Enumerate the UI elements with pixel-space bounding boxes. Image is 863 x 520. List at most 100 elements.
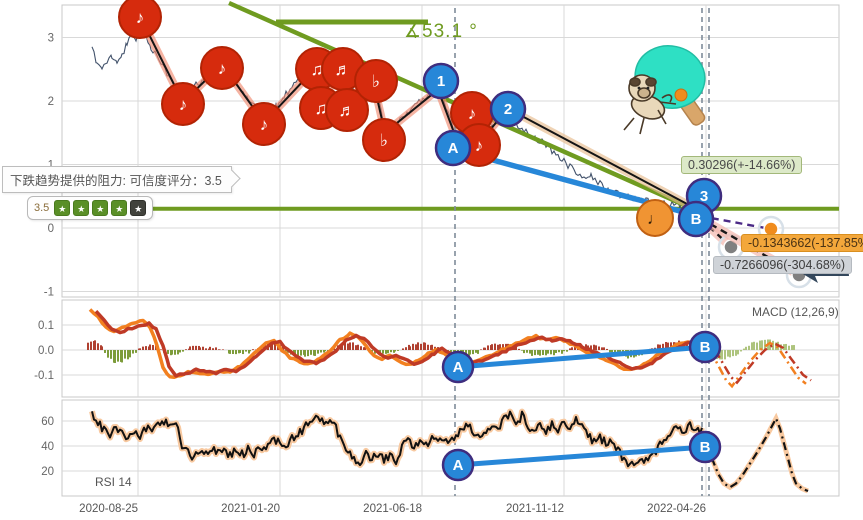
resistance-price-label[interactable]: 0.30296(+-14.66%) xyxy=(681,156,803,174)
macd-histogram-bar xyxy=(542,350,544,355)
macd-histogram-bar xyxy=(571,347,573,350)
macd-histogram-bar xyxy=(412,343,414,350)
point-badge-2[interactable]: 2 xyxy=(489,90,527,128)
macd-histogram-bar xyxy=(529,350,531,354)
ab-trendline-macd[interactable] xyxy=(455,344,708,370)
target-price-label-2[interactable]: -0.7266096(-304.68%) xyxy=(713,256,853,274)
macd-forecast-bar xyxy=(772,340,774,350)
macd-histogram-bar xyxy=(347,343,349,350)
macd-histogram-bar xyxy=(129,350,131,358)
rsi-line xyxy=(91,410,703,468)
macd-histogram-bar xyxy=(117,350,119,362)
macd-histogram-bar xyxy=(149,344,151,350)
macd-histogram-bar xyxy=(307,350,309,357)
macd-histogram-bar xyxy=(182,350,184,352)
macd-forecast-bar xyxy=(727,350,729,357)
note-icon: ♪ xyxy=(475,136,484,155)
wave-note-marker[interactable]: ♭ xyxy=(354,59,398,103)
confidence-rating-badge[interactable]: 3.5 xyxy=(27,196,154,220)
macd-histogram-bar xyxy=(569,348,571,350)
macd-forecast-bar xyxy=(756,342,758,350)
macd-histogram-bar xyxy=(205,348,207,350)
macd-histogram-bar xyxy=(595,345,597,350)
macd-histogram-bar xyxy=(609,350,611,353)
target-price-label-1[interactable]: -0.1343662(-137.85%) xyxy=(741,234,863,252)
note-icon: ♫ xyxy=(315,99,328,118)
badge-label: B xyxy=(700,439,711,456)
macd-histogram-bar xyxy=(475,350,477,353)
macd-histogram-bar xyxy=(242,350,244,355)
confidence-star-icon xyxy=(54,200,71,216)
macd-histogram-bar xyxy=(364,347,366,350)
macd-histogram-bar xyxy=(601,347,603,350)
rsi-y-tick: 20 xyxy=(41,466,54,478)
point-badge-B[interactable]: B xyxy=(677,200,715,238)
wave-note-marker[interactable]: ♪ xyxy=(242,102,286,146)
macd-histogram-bar xyxy=(195,345,197,350)
macd-histogram-bar xyxy=(97,343,99,350)
note-icon: ♪ xyxy=(179,95,188,114)
macd-histogram-bar xyxy=(357,344,359,350)
wave-note-marker[interactable]: ♪ xyxy=(200,46,244,90)
macd-histogram-bar xyxy=(537,350,539,355)
macd-histogram-bar xyxy=(409,346,411,350)
main-y-tick: -1 xyxy=(44,287,54,299)
wave-note-marker[interactable]: ♬ xyxy=(325,88,369,132)
macd-histogram-bar xyxy=(534,350,536,356)
wave-note-marker[interactable]: ♪ xyxy=(118,0,162,39)
macd-histogram-bar xyxy=(523,350,525,354)
x-axis-date-tick: 2021-01-20 xyxy=(221,503,280,515)
macd-histogram-bar xyxy=(222,349,224,350)
macd-histogram-bar xyxy=(385,350,387,354)
macd-histogram-bar xyxy=(352,342,354,350)
macd-histogram-bar xyxy=(487,345,489,350)
macd-histogram-bar xyxy=(450,350,452,354)
wave-note-marker[interactable]: ♬ xyxy=(321,47,365,91)
macd-params-label: MACD (12,26,9) xyxy=(752,305,839,319)
point-badge-A[interactable]: A xyxy=(441,448,475,482)
macd-histogram-bar xyxy=(248,350,250,354)
point-badge-A[interactable]: A xyxy=(441,350,475,384)
point-badge-B[interactable]: B xyxy=(688,330,722,364)
confidence-star-icon xyxy=(111,200,128,216)
badge-label: 1 xyxy=(437,73,445,90)
macd-histogram-bar xyxy=(606,348,608,350)
macd-histogram-bar xyxy=(249,350,251,352)
macd-histogram-bar xyxy=(310,350,312,355)
ab-trendline-rsi[interactable] xyxy=(455,444,708,468)
macd-histogram-bar xyxy=(603,347,605,350)
macd-histogram-bar xyxy=(665,341,667,350)
macd-histogram-bar xyxy=(160,349,162,350)
macd-forecast-bar xyxy=(721,350,723,360)
macd-histogram-bar xyxy=(110,350,112,359)
macd-histogram-bar xyxy=(539,350,541,356)
wave-note-marker[interactable]: ♭ xyxy=(362,118,406,162)
wave-note-marker[interactable]: ♪ xyxy=(161,82,205,126)
point-badge-B[interactable]: B xyxy=(688,430,722,464)
note-icon: ♬ xyxy=(335,60,352,79)
macd-histogram-bar xyxy=(593,344,595,350)
macd-histogram-bar xyxy=(177,350,179,355)
macd-histogram-bar xyxy=(558,350,560,353)
macd-histogram-bar xyxy=(101,346,103,350)
note-icon: ♪ xyxy=(218,59,227,78)
macd-histogram-bar xyxy=(344,342,346,350)
macd-histogram-bar xyxy=(405,347,407,350)
macd-histogram-bar xyxy=(294,350,296,356)
point-badge-1[interactable]: 1 xyxy=(422,62,460,100)
macd-forecast-bar xyxy=(793,345,795,350)
wave-note-marker[interactable]: ♩ xyxy=(636,199,674,237)
macd-histogram-bar xyxy=(394,350,396,352)
macd-forecast-bar xyxy=(759,340,761,350)
macd-histogram-bar xyxy=(324,350,326,352)
macd-histogram-bar xyxy=(114,350,116,363)
trend-angle-label[interactable]: ∡53.1 ° xyxy=(404,21,478,42)
point-badge-A[interactable]: A xyxy=(434,129,472,167)
x-axis-date-tick: 2021-11-12 xyxy=(506,503,564,515)
x-axis-date-tick: 2021-06-18 xyxy=(363,503,422,515)
note-icon: ♪ xyxy=(260,115,269,134)
macd-histogram-bar xyxy=(282,346,284,350)
note-icon: ♪ xyxy=(136,8,145,27)
